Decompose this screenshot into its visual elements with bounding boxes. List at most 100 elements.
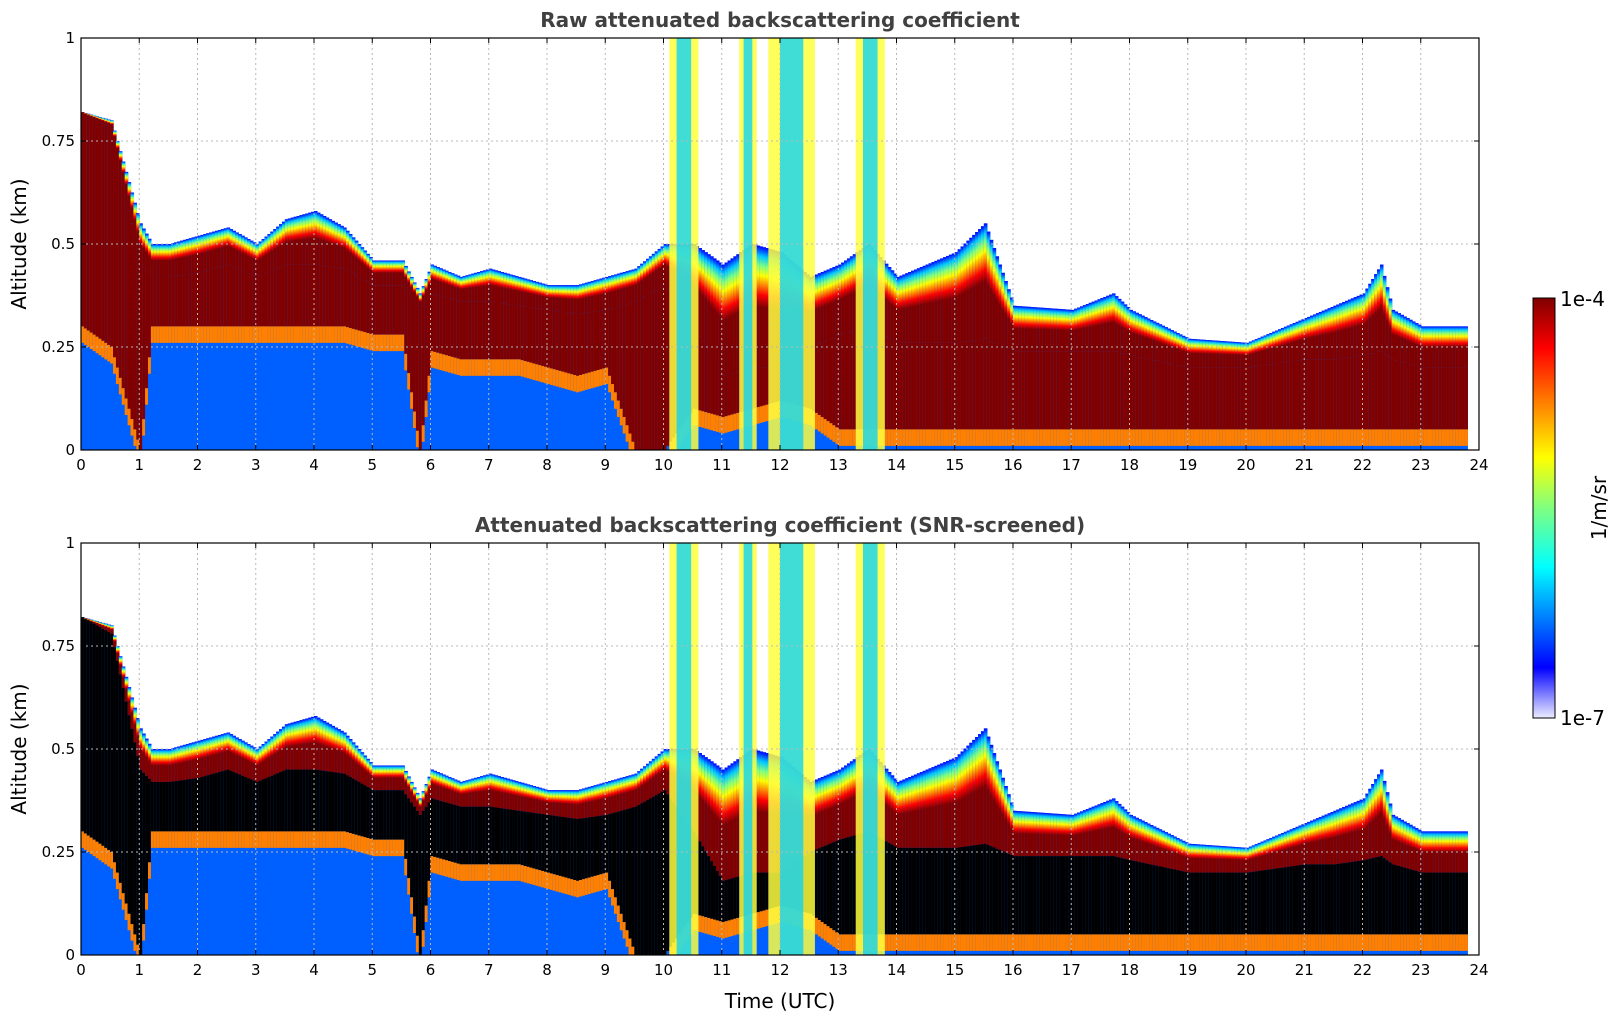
heatmap-column-lower-edge (81, 831, 85, 848)
heatmap-column-core (1452, 872, 1457, 935)
heatmap-column-edge (328, 219, 333, 267)
heatmap-column-lower-edge (570, 879, 574, 896)
heatmap-column-edge (817, 778, 822, 849)
heatmap-column-core (576, 819, 580, 881)
heatmap-column-core (1167, 363, 1171, 430)
heatmap-column-edge (1152, 826, 1157, 866)
heatmap-column-core (1205, 872, 1209, 935)
heatmap-column-core (200, 777, 204, 832)
heatmap-column-base (258, 241, 263, 450)
heatmap-column-lower-edge (1321, 934, 1326, 951)
heatmap-column-lower-edge (849, 429, 854, 446)
heatmap-column-edge (905, 778, 909, 848)
heatmap-column-lower-edge (497, 359, 501, 376)
heatmap-column-core (337, 267, 341, 327)
heatmap-column-edge (1068, 814, 1072, 857)
heatmap-column-core (896, 847, 901, 935)
heatmap-column-edge (1432, 831, 1436, 873)
heatmap-column-edge (1036, 307, 1040, 352)
heatmap-column-core (1021, 856, 1026, 935)
heatmap-column-lower-edge (383, 334, 388, 352)
heatmap-column-lower-edge (369, 333, 373, 351)
heatmap-column-core (1461, 872, 1466, 935)
heatmap-column-lower-edge (733, 918, 737, 936)
heatmap-column-lower-edge (474, 359, 478, 376)
heatmap-column-lower-edge (270, 326, 274, 343)
raw-grid (81, 38, 1479, 450)
heatmap-column-core (637, 300, 641, 450)
heatmap-column-lower-edge (1199, 429, 1203, 446)
heatmap-column-edge (331, 725, 335, 773)
heatmap-column-edge (1021, 811, 1026, 857)
heatmap-column-core (1295, 865, 1300, 935)
heatmap-column-lower-edge (433, 856, 437, 874)
heatmap-column-lower-edge (1149, 429, 1154, 446)
heatmap-column-core (1100, 856, 1104, 935)
heatmap-column-lower-edge (1362, 429, 1367, 446)
heatmap-column-edge (302, 719, 306, 770)
heatmap-column-core (820, 847, 825, 923)
heatmap-column-edge (1135, 312, 1139, 357)
heatmap-column-edge (415, 287, 420, 306)
heatmap-column-edge (1397, 313, 1401, 362)
screened-y-ticks: 00.250.50.751 (42, 534, 1479, 964)
heatmap-column-core (191, 273, 196, 327)
heatmap-column-core (1441, 367, 1445, 430)
heatmap-column-lower-edge (573, 880, 577, 897)
heatmap-column-edge (220, 229, 225, 267)
heatmap-column-core (255, 781, 260, 832)
heatmap-column-core (279, 267, 283, 327)
heatmap-column-lower-edge (1382, 429, 1387, 446)
heatmap-column-lower-edge (628, 433, 633, 450)
heatmap-column-edge (995, 761, 1000, 849)
heatmap-column-core (287, 264, 292, 327)
heatmap-column-lower-edge (570, 374, 574, 391)
heatmap-column-lower-edge (905, 934, 909, 951)
heatmap-column-lower-edge (765, 404, 769, 422)
heatmap-column-edge (104, 118, 108, 126)
heatmap-column-edge (212, 736, 216, 774)
heatmap-column-edge (226, 732, 231, 770)
heatmap-column-edge (261, 744, 266, 780)
heatmap-column-lower-edge (459, 359, 464, 376)
heatmap-column-lower-edge (820, 417, 825, 434)
heatmap-column-lower-edge (1315, 934, 1320, 951)
heatmap-column-core (1141, 862, 1145, 935)
heatmap-column-lower-edge (1461, 429, 1466, 446)
heatmap-column-core (1441, 872, 1445, 935)
heatmap-column-edge (826, 774, 831, 845)
heatmap-column-core (1423, 367, 1428, 430)
heatmap-column-edge (817, 273, 822, 344)
heatmap-column-lower-edge (232, 326, 236, 343)
heatmap-column-edge (369, 257, 373, 284)
heatmap-column-edge (978, 734, 982, 845)
heatmap-column-lower-edge (844, 934, 848, 951)
heatmap-column-edge (1208, 845, 1212, 873)
heatmap-column-edge (113, 130, 117, 143)
heatmap-column-edge (247, 239, 251, 274)
heatmap-column-edge (334, 222, 338, 268)
heatmap-column-core (83, 113, 88, 329)
heatmap-column-core (1045, 856, 1049, 935)
heatmap-column-lower-edge (480, 359, 484, 376)
heatmap-column-edge (104, 623, 108, 631)
heatmap-column-lower-edge (593, 370, 598, 388)
heatmap-column-core (1458, 872, 1463, 935)
heatmap-column-edge (1458, 831, 1463, 873)
heatmap-column-edge (934, 260, 938, 343)
heatmap-column-lower-edge (1106, 934, 1110, 951)
heatmap-column-edge (110, 625, 114, 634)
heatmap-column-edge (1100, 298, 1104, 352)
heatmap-column-core (1432, 872, 1436, 935)
heatmap-column-core (1123, 858, 1128, 935)
heatmap-column-core (1336, 358, 1340, 430)
heatmap-column-core (535, 308, 539, 365)
heatmap-column-core (133, 237, 137, 430)
heatmap-column-lower-edge (115, 367, 120, 385)
heatmap-column-edge (919, 267, 924, 343)
heatmap-column-core (1286, 361, 1291, 430)
heatmap-column-core (931, 847, 935, 935)
heatmap-column-lower-edge (421, 930, 426, 947)
heatmap-column-lower-edge (101, 845, 105, 863)
heatmap-column-core (1007, 348, 1011, 430)
